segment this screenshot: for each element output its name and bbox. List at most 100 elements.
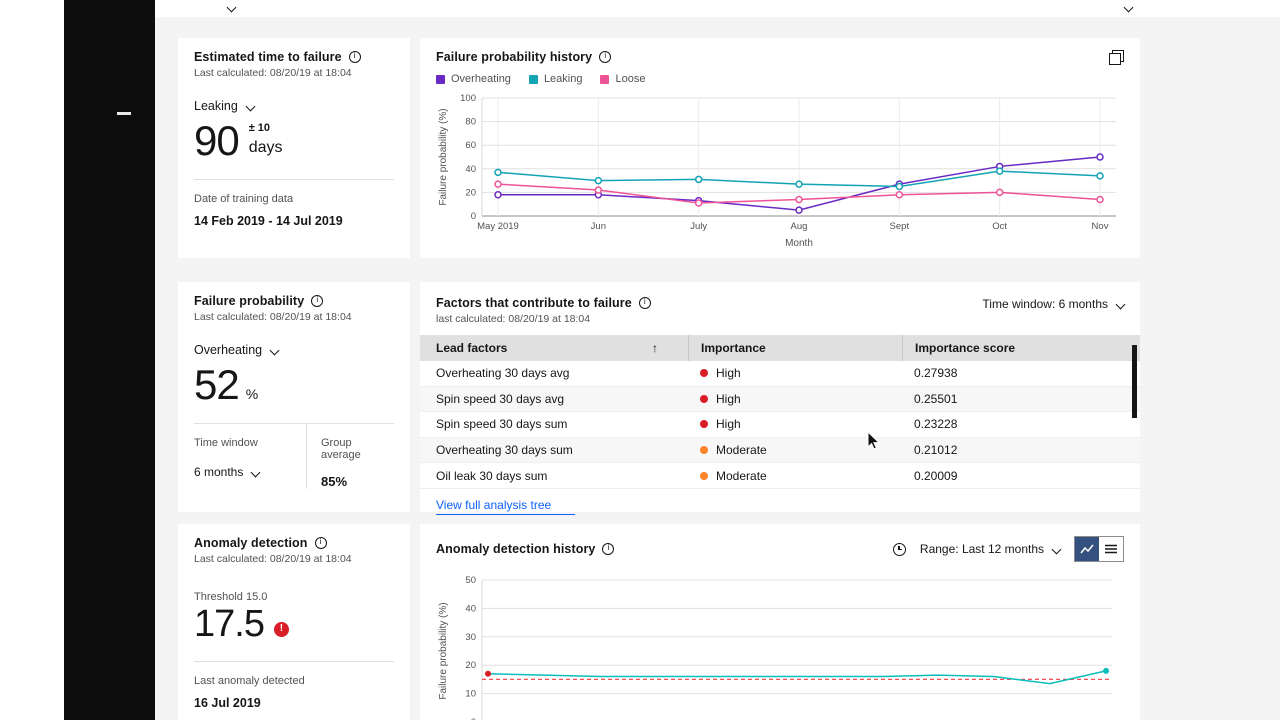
svg-text:50: 50: [465, 575, 476, 586]
failure-mode-dropdown[interactable]: Overheating: [194, 343, 280, 357]
view-switcher: [1074, 536, 1124, 562]
anomaly-detection-history-card: Anomaly detection history Range: Last 12…: [420, 524, 1140, 720]
column-label: Importance score: [915, 341, 1016, 355]
svg-text:40: 40: [465, 603, 476, 614]
svg-text:40: 40: [465, 164, 476, 175]
factor-cell: Spin speed 30 days avg: [436, 391, 565, 406]
column-header-importance-score[interactable]: Importance score: [902, 335, 1140, 361]
scrollbar-thumb[interactable]: [1132, 345, 1137, 418]
table-view-button[interactable]: [1099, 537, 1123, 561]
divider: [194, 423, 394, 425]
factor-cell: Spin speed 30 days sum: [436, 417, 568, 432]
failure-probability-history-card: Failure probability history Overheating L…: [420, 38, 1140, 258]
info-icon[interactable]: [314, 537, 327, 549]
table-row[interactable]: Spin speed 30 days avg High 0.25501: [420, 386, 1140, 413]
svg-text:Failure probability (%): Failure probability (%): [438, 602, 449, 699]
failure-probability-card: Failure probability Last calculated: 08/…: [178, 282, 410, 512]
info-icon[interactable]: [638, 297, 651, 309]
legend-item[interactable]: Leaking: [528, 73, 582, 85]
time-window-dropdown[interactable]: 6 months: [194, 465, 261, 480]
legend-marker-icon: [436, 74, 445, 84]
legend-label: Overheating: [451, 73, 511, 85]
column-label: Lead factors: [436, 341, 508, 355]
info-icon[interactable]: [348, 51, 361, 63]
table-row[interactable]: Overheating 30 days sum Moderate 0.21012: [420, 437, 1140, 464]
sidebar-menu-dash-icon[interactable]: [117, 112, 131, 115]
training-data-label: Date of training data: [194, 193, 294, 206]
last-anomaly-value: 16 Jul 2019: [194, 695, 261, 710]
group-average-value: 85%: [321, 474, 348, 490]
anomaly-history-chart: 01020304050DecJan 2019FebMarchAprilMayJu…: [438, 575, 1112, 720]
importance-label: Moderate: [716, 468, 767, 483]
time-window-selector[interactable]: Time window: 6 months: [982, 297, 1126, 311]
failure-mode-dropdown[interactable]: Leaking: [194, 99, 256, 113]
importance-label: Moderate: [716, 443, 767, 458]
factors-table-body: Overheating 30 days avg High 0.27938 Spin s…: [420, 361, 1140, 489]
score-cell: 0.20009: [914, 468, 958, 483]
alert-icon: [273, 622, 289, 638]
ettf-tolerance: ± 10: [248, 122, 271, 134]
divider: [194, 660, 394, 662]
info-icon[interactable]: [599, 51, 612, 63]
topbar: [155, 0, 1280, 17]
page-gutter: [0, 0, 64, 720]
importance-cell: High: [688, 412, 902, 437]
svg-text:80: 80: [465, 117, 476, 128]
svg-text:Failure probability (%): Failure probability (%): [438, 108, 449, 205]
chevron-down-icon: [250, 467, 261, 478]
importance-dot-icon: [700, 446, 708, 455]
column-header-importance[interactable]: Importance: [688, 335, 902, 361]
importance-dot-icon: [700, 420, 708, 429]
svg-text:100: 100: [460, 93, 476, 104]
topbar-collapse-chevron-icon[interactable]: [1123, 2, 1134, 13]
anomaly-value: 17.5: [194, 603, 265, 645]
table-header: Lead factors Importance Importance score: [420, 335, 1140, 361]
chart-legend: Overheating Leaking Loose: [436, 73, 1124, 85]
info-icon[interactable]: [602, 543, 615, 555]
copy-icon[interactable]: [1109, 50, 1124, 65]
chart-view-button[interactable]: [1075, 537, 1099, 561]
ettf-value: 90: [194, 117, 240, 164]
failure-probability-value: 52: [194, 361, 240, 408]
range-dropdown[interactable]: Range: Last 12 months: [920, 542, 1062, 556]
legend-marker-icon: [600, 74, 610, 84]
last-calculated-text: last calculated: 08/20/19 at 18:04: [436, 313, 591, 325]
legend-item[interactable]: Overheating: [436, 73, 511, 85]
main-content: Estimated time to failure Last calculate…: [155, 0, 1280, 720]
line-chart-icon: [1080, 544, 1094, 554]
table-row[interactable]: Overheating 30 days avg High 0.27938: [420, 361, 1140, 387]
svg-text:Sept: Sept: [890, 221, 910, 232]
legend-item[interactable]: Loose: [600, 73, 645, 85]
last-calculated-text: Last calculated: 08/20/19 at 18:04: [194, 67, 352, 79]
sort-ascending-icon[interactable]: [652, 341, 658, 355]
factor-cell: Overheating 30 days avg: [436, 366, 570, 381]
last-calculated-text: Last calculated: 08/20/19 at 18:04: [194, 311, 352, 323]
svg-text:Jun: Jun: [591, 221, 606, 232]
percent-unit: %: [245, 386, 259, 402]
svg-text:Aug: Aug: [791, 221, 808, 232]
dropdown-value: 6 months: [194, 465, 244, 480]
factor-cell: Overheating 30 days sum: [436, 443, 573, 458]
history-clock-icon[interactable]: [892, 542, 906, 556]
topbar-dropdown-chevron-icon[interactable]: [226, 2, 237, 13]
time-window-value: Time window: 6 months: [982, 297, 1108, 311]
table-row[interactable]: Spin speed 30 days sum High 0.23228: [420, 412, 1140, 438]
list-icon: [1105, 544, 1117, 554]
card-title: Estimated time to failure: [194, 50, 342, 64]
mouse-cursor: [867, 430, 881, 450]
failure-probability-history-chart: 0 20 40 60 80 100 May 2019 Jun July Aug Sept Oct Nov…: [438, 93, 1116, 248]
column-header-lead-factors[interactable]: Lead factors: [420, 335, 688, 361]
table-row[interactable]: Oil leak 30 days sum Moderate 0.20009: [420, 463, 1140, 489]
view-full-analysis-tree-link[interactable]: View full analysis tree: [436, 498, 576, 515]
chevron-down-icon: [269, 345, 280, 355]
svg-text:0: 0: [471, 717, 476, 720]
threshold-label: Threshold 15.0: [194, 591, 268, 603]
score-cell: 0.23228: [914, 417, 958, 432]
card-title: Anomaly detection history: [436, 542, 596, 556]
svg-text:20: 20: [465, 187, 476, 198]
info-icon[interactable]: [311, 295, 324, 307]
card-title: Factors that contribute to failure: [436, 296, 632, 310]
chevron-down-icon: [1051, 544, 1062, 554]
importance-cell: High: [688, 387, 902, 412]
importance-dot-icon: [700, 394, 708, 403]
